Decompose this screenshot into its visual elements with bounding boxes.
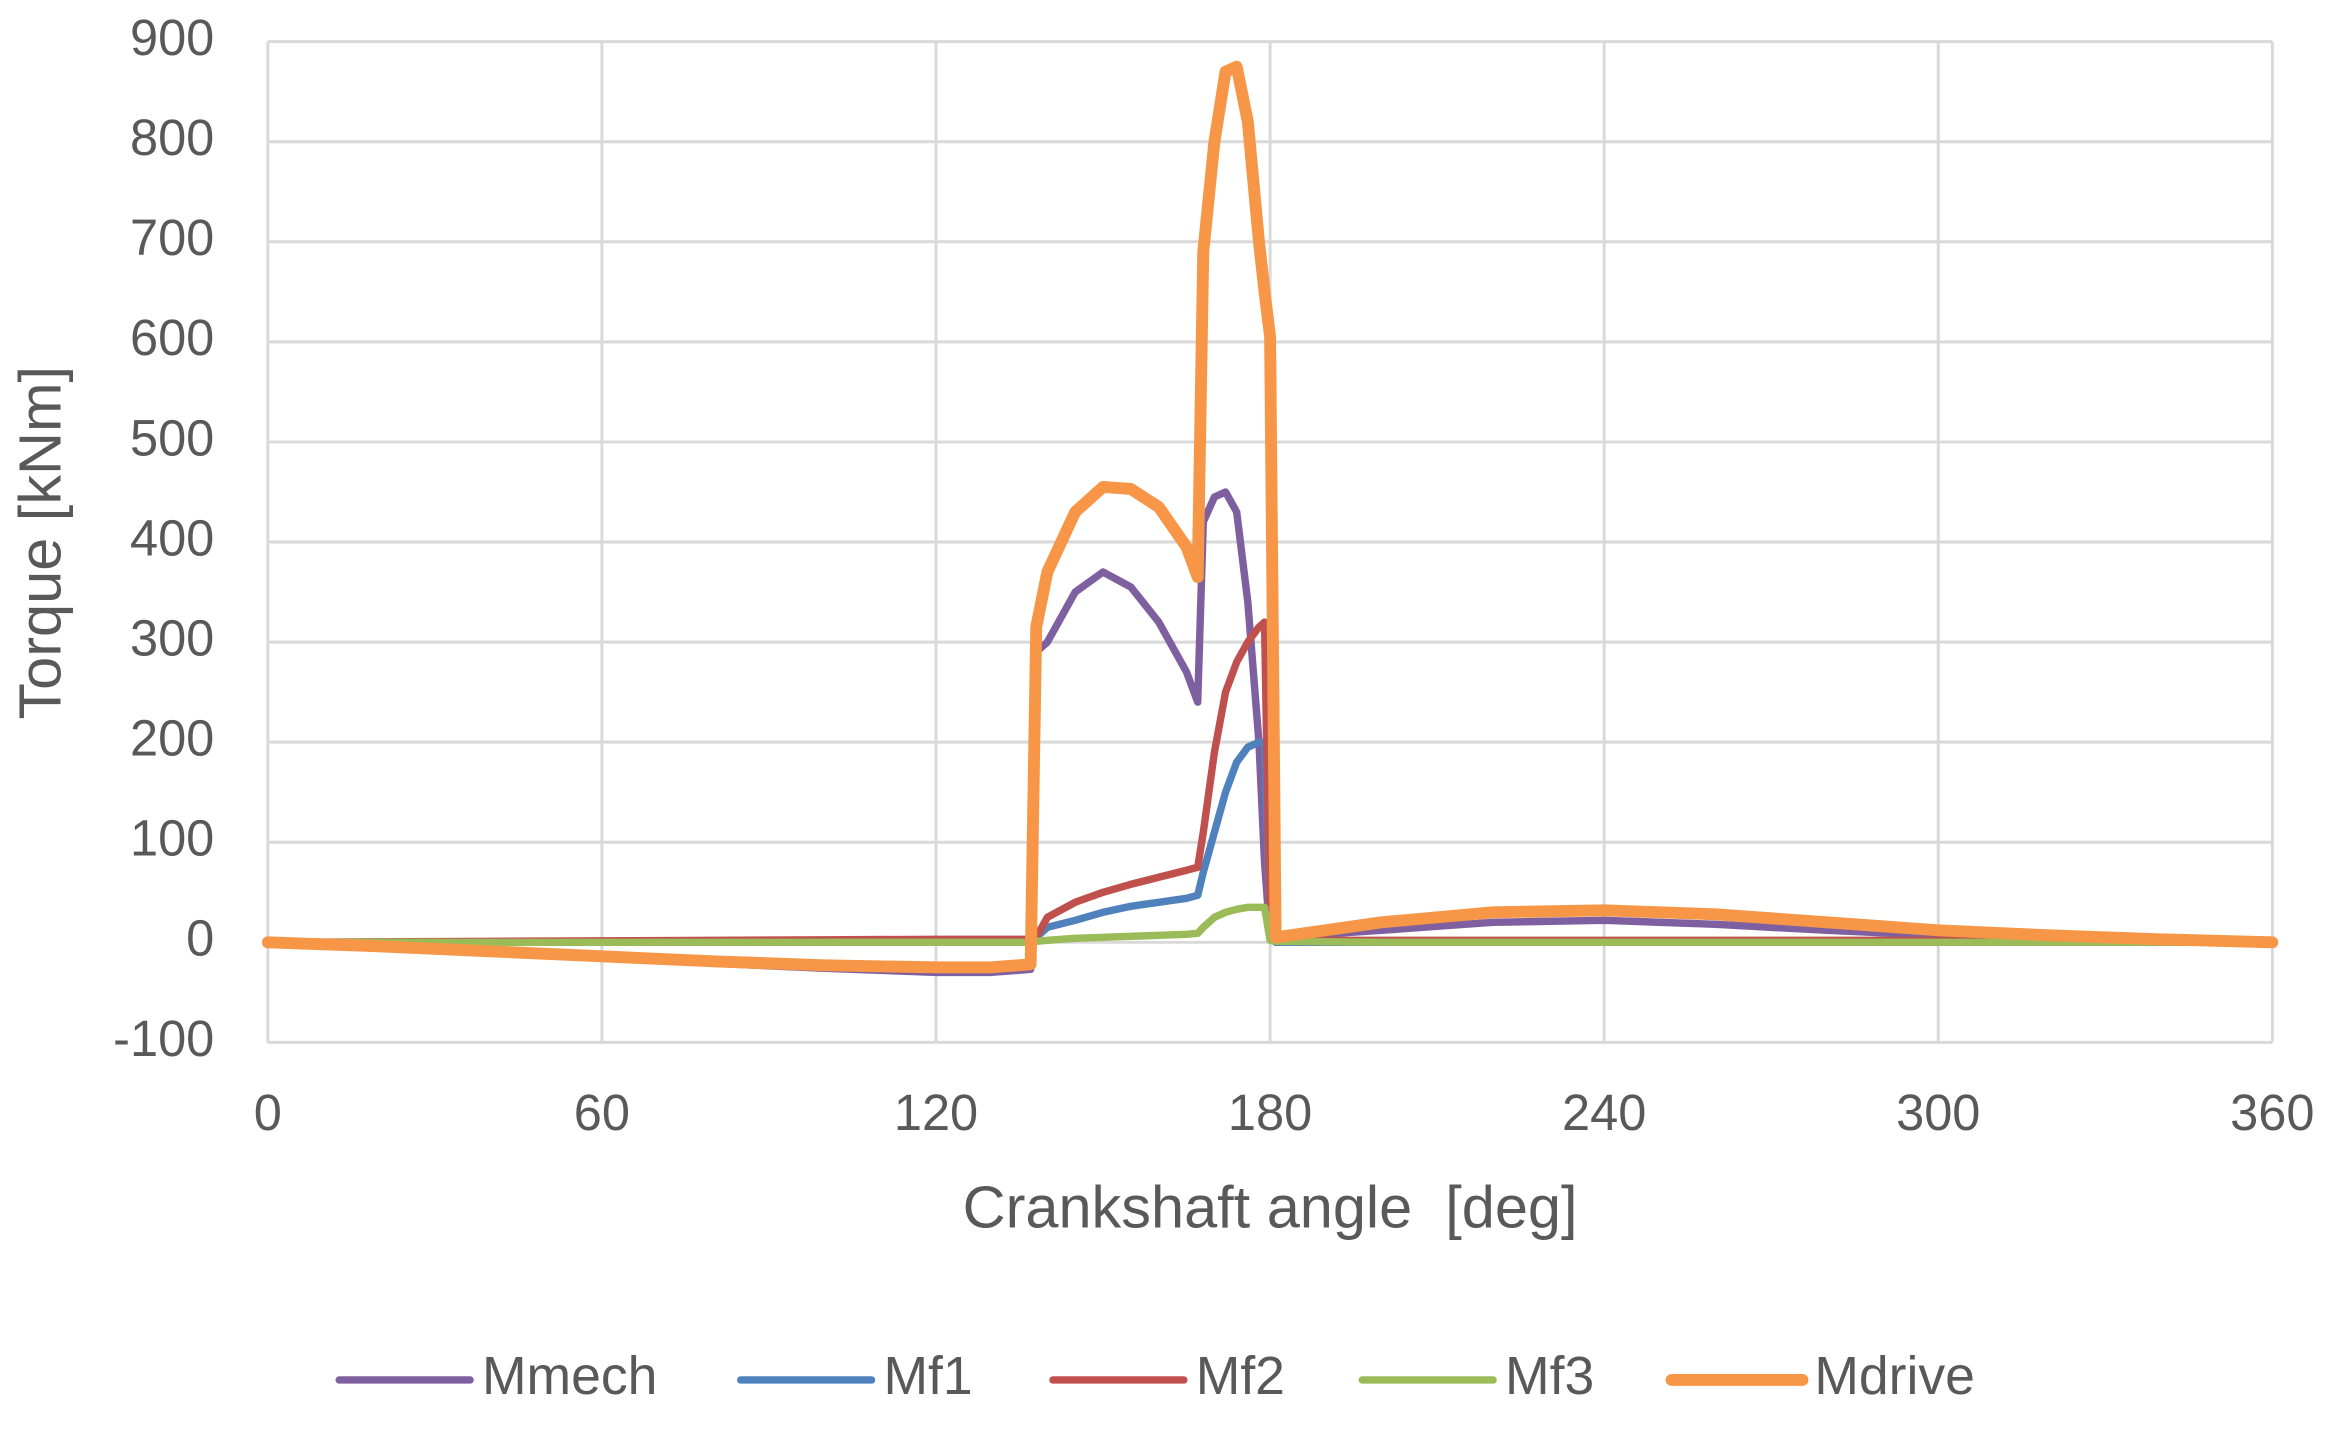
y-tick-label: 600 <box>130 309 214 366</box>
legend-label: Mdrive <box>1814 1347 1975 1406</box>
y-tick-label: 900 <box>130 9 214 66</box>
x-tick-label: 0 <box>254 1084 282 1141</box>
x-tick-label: 300 <box>1896 1084 1980 1141</box>
x-tick-label: 240 <box>1562 1084 1646 1141</box>
x-tick-label: 360 <box>2230 1084 2314 1141</box>
y-axis-title: Torque [kNm] <box>7 366 74 720</box>
series-line <box>261 60 2279 974</box>
x-tick-label: 120 <box>894 1084 978 1141</box>
legend-label: Mf1 <box>883 1347 972 1406</box>
y-tick-label: 700 <box>130 209 214 266</box>
y-tick-label: 100 <box>130 810 214 867</box>
legend-label: Mf2 <box>1196 1347 1285 1406</box>
x-tick-label: 60 <box>574 1084 630 1141</box>
y-tick-label: 0 <box>186 910 214 967</box>
y-tick-label: 300 <box>130 609 214 666</box>
legend-label: Mf3 <box>1505 1347 1594 1406</box>
legend-label: Mmech <box>482 1347 657 1406</box>
y-tick-label: 400 <box>130 509 214 566</box>
series-line <box>264 903 2277 947</box>
y-tick-label: 800 <box>130 109 214 166</box>
y-tick-label: 500 <box>130 409 214 466</box>
x-tick-label: 180 <box>1228 1084 1312 1141</box>
x-axis-title: Crankshaft angle [deg] <box>963 1174 1578 1241</box>
y-tick-label: -100 <box>113 1010 214 1067</box>
y-tick-label: 200 <box>130 710 214 767</box>
